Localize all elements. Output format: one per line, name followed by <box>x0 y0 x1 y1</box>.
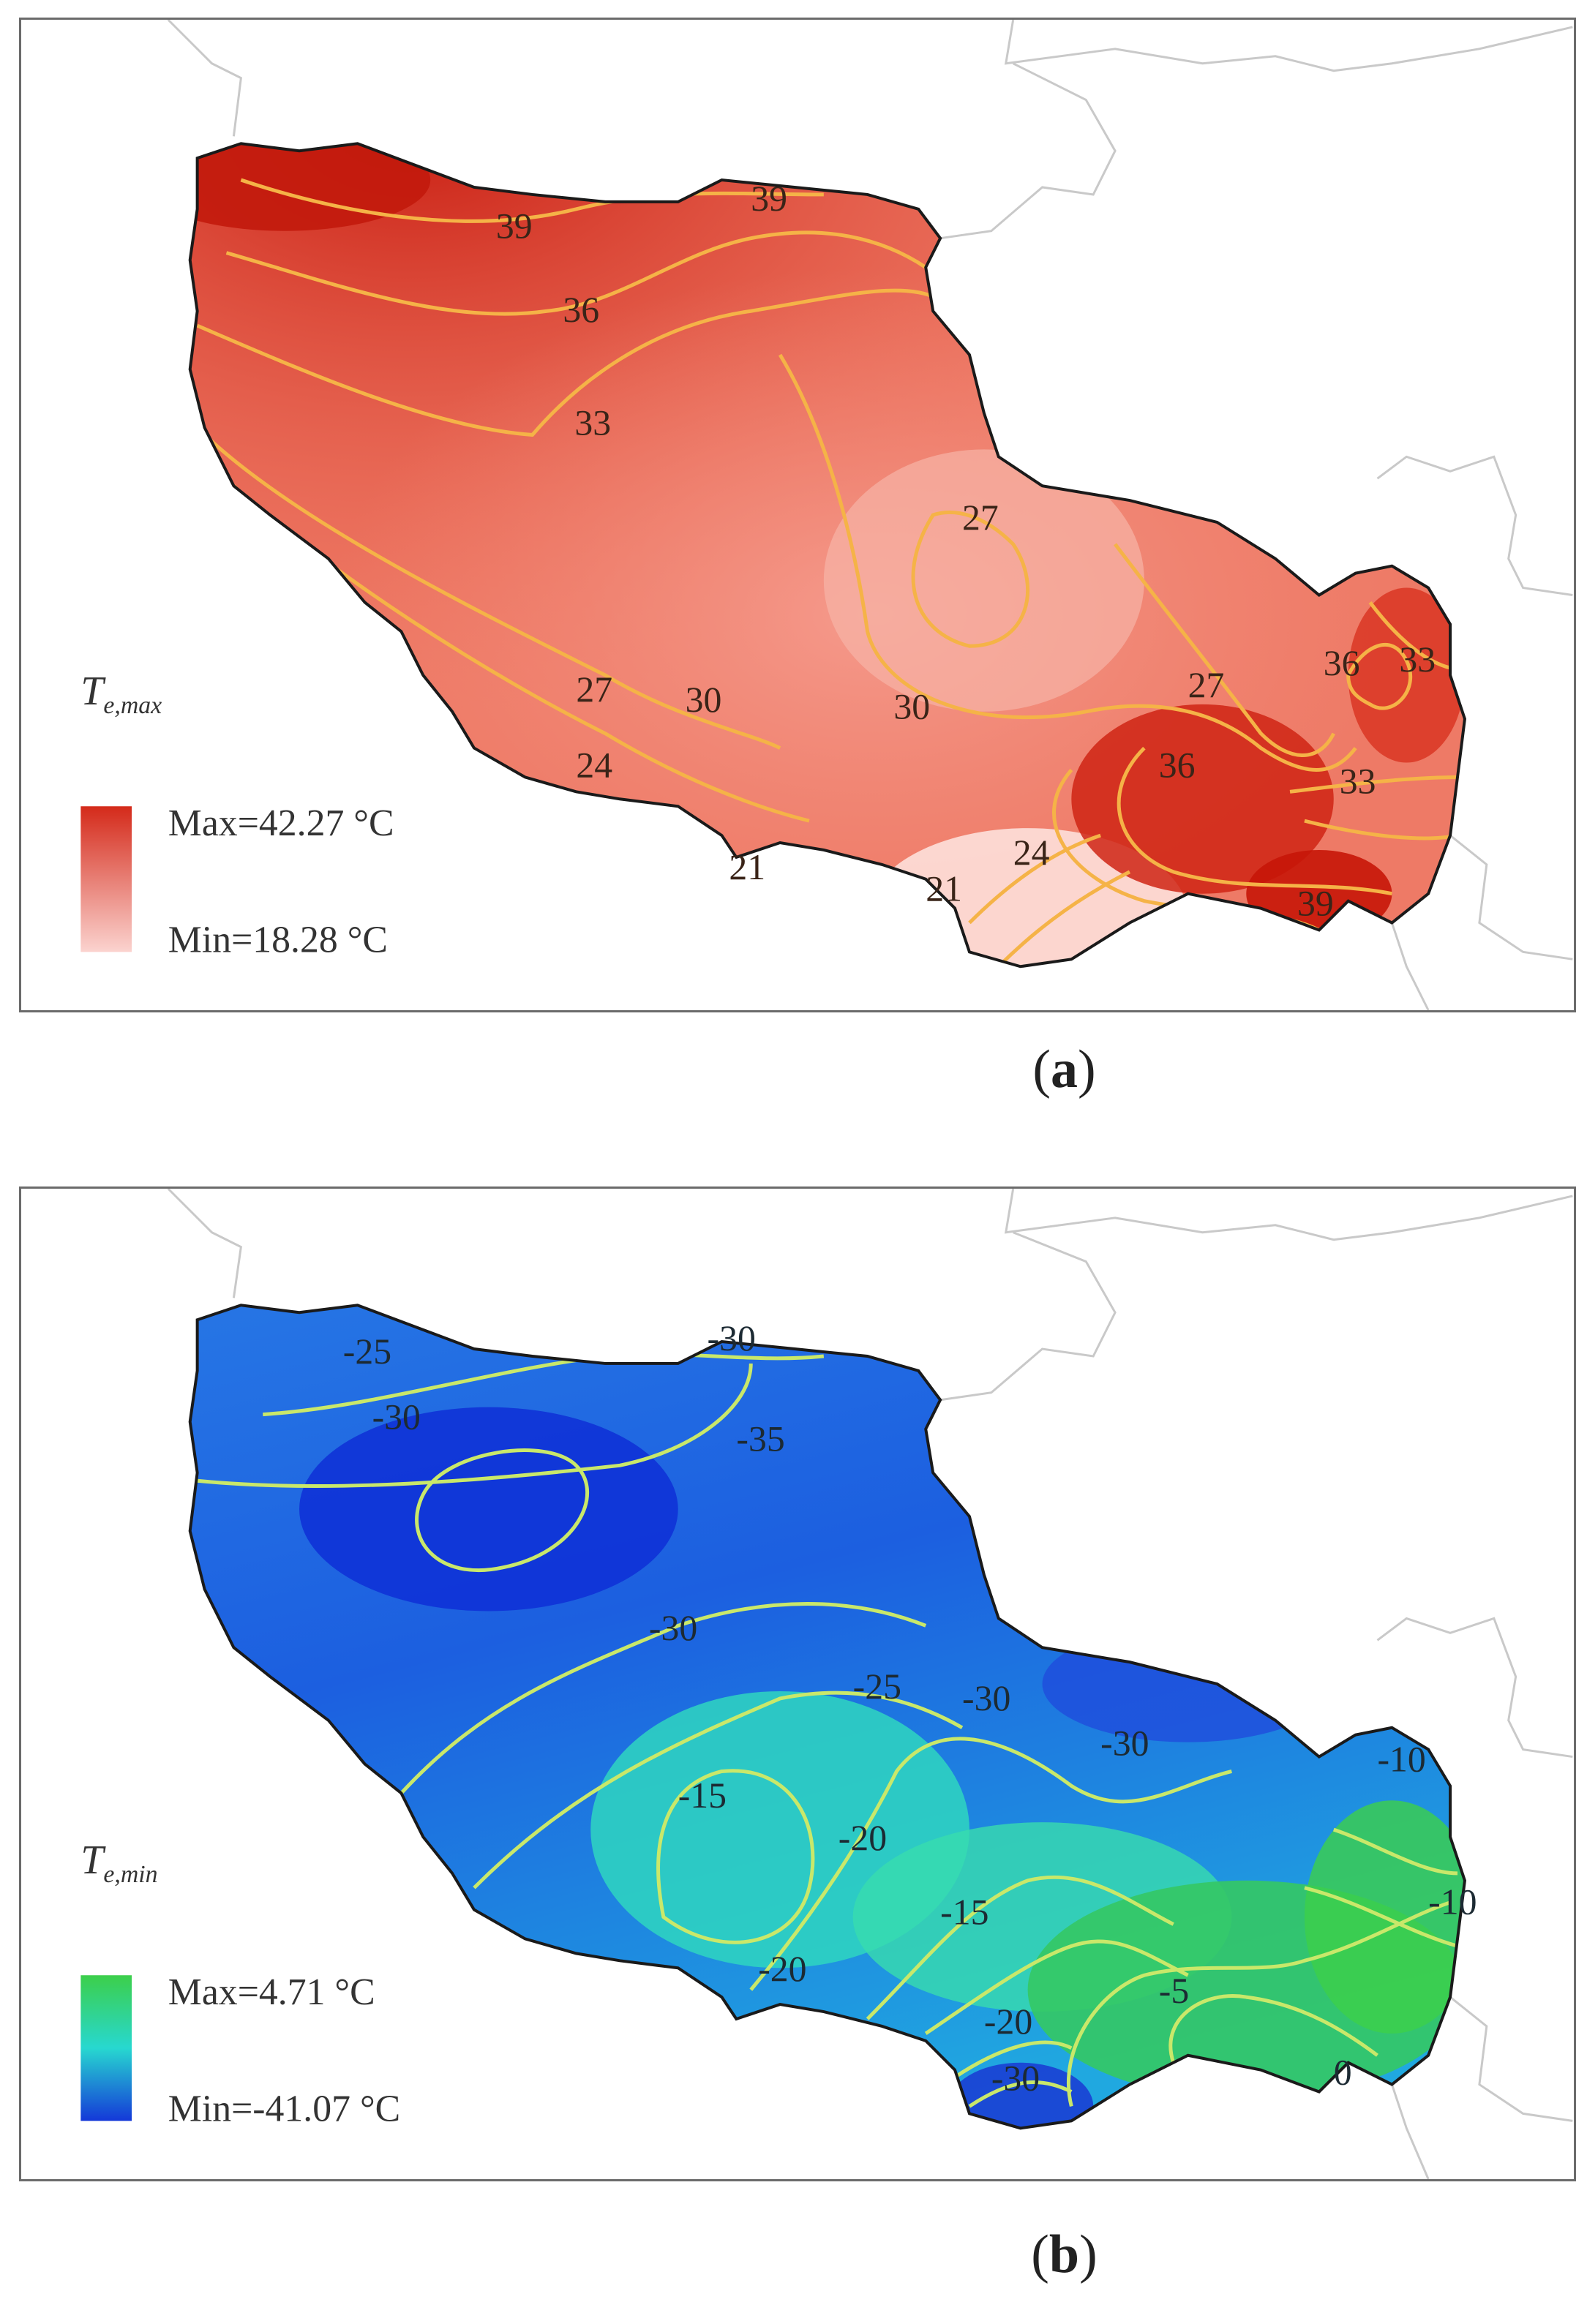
contour-label: -25 <box>853 1666 901 1707</box>
contour-label: -20 <box>984 2001 1032 2042</box>
legend-min-b: Min=-41.07 °C <box>168 2088 400 2129</box>
contour-label: -20 <box>758 1949 806 1989</box>
contour-label: 27 <box>962 497 999 538</box>
map-panel-a: 39 39 36 33 27 27 30 30 27 36 33 36 33 3… <box>19 18 1576 1012</box>
contour-label: -30 <box>649 1608 697 1648</box>
color-legend-bar-a <box>80 806 132 952</box>
contour-labels-b: -25 -30 -30 -35 -30 -25 -30 -30 -15 -20 … <box>343 1318 1477 2099</box>
contour-label: 33 <box>1399 639 1436 680</box>
legend-max-b: Max=4.71 °C <box>168 1971 375 2013</box>
contour-label: 0 <box>1334 2053 1352 2093</box>
contour-label: 33 <box>574 402 611 443</box>
contour-label: -30 <box>372 1397 421 1437</box>
variable-label-b: Te,min <box>80 1838 157 1888</box>
contour-label: -15 <box>678 1775 727 1816</box>
legend-max-a: Max=42.27 °C <box>168 802 394 844</box>
contour-label: -10 <box>1377 1739 1425 1779</box>
contour-label: 27 <box>576 669 612 710</box>
background-boundaries-b <box>167 1189 1573 2179</box>
contour-label: 36 <box>1159 745 1196 785</box>
contour-label: 30 <box>686 680 722 720</box>
caption-a: (a) <box>1032 1039 1096 1099</box>
legend-min-a: Min=18.28 °C <box>168 919 388 960</box>
contour-label: -30 <box>991 2058 1040 2099</box>
contour-label: 30 <box>893 687 930 727</box>
variable-label-a: Te,max <box>80 669 162 719</box>
contour-label: 39 <box>1297 884 1334 924</box>
contour-label: -35 <box>736 1418 784 1459</box>
contour-label: 36 <box>563 290 599 330</box>
contour-labels-a: 39 39 36 33 27 27 30 30 27 36 33 36 33 3… <box>496 178 1436 924</box>
contour-label: -20 <box>838 1818 887 1858</box>
contour-label: 24 <box>576 745 612 785</box>
contour-label: 27 <box>1188 665 1225 705</box>
background-boundaries-a <box>167 20 1573 1010</box>
contour-label: 36 <box>1324 643 1360 683</box>
map-a-canvas: 39 39 36 33 27 27 30 30 27 36 33 36 33 3… <box>80 20 1573 1010</box>
contour-lines-a <box>195 178 1465 967</box>
contour-label: 39 <box>496 206 533 247</box>
color-legend-bar-b <box>80 1975 132 2121</box>
contour-label: -5 <box>1159 1971 1189 2011</box>
temperature-field-a <box>190 143 1465 967</box>
contour-label: -30 <box>962 1678 1010 1718</box>
contour-label: 39 <box>751 178 787 219</box>
contour-label: -15 <box>940 1892 988 1933</box>
temperature-field-b <box>190 1305 1465 2129</box>
contour-label: 21 <box>729 847 765 887</box>
caption-b: (b) <box>1031 2225 1098 2284</box>
contour-label: -30 <box>708 1318 756 1358</box>
map-panel-b: -25 -30 -30 -35 -30 -25 -30 -30 -15 -20 … <box>19 1187 1576 2181</box>
contour-label: 21 <box>926 869 962 909</box>
contour-label: -10 <box>1428 1882 1477 1922</box>
contour-label: 33 <box>1340 761 1376 801</box>
contour-label: -30 <box>1100 1723 1149 1764</box>
contour-label: 24 <box>1013 832 1050 873</box>
contour-lines-b <box>190 1352 1458 2108</box>
map-b-canvas: -25 -30 -30 -35 -30 -25 -30 -30 -15 -20 … <box>80 1189 1573 2179</box>
contour-label: -25 <box>343 1331 391 1372</box>
